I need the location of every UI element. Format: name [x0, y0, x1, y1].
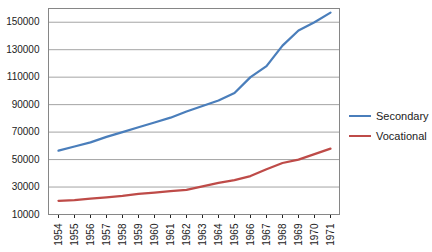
svg-text:1955: 1955	[69, 223, 80, 246]
svg-text:1956: 1956	[85, 223, 96, 246]
svg-text:1963: 1963	[197, 223, 208, 246]
svg-text:1971: 1971	[325, 223, 336, 246]
svg-text:1961: 1961	[165, 223, 176, 246]
svg-text:1962: 1962	[181, 223, 192, 246]
svg-text:1969: 1969	[293, 223, 304, 246]
svg-text:10000: 10000	[12, 209, 40, 220]
svg-text:130000: 130000	[6, 44, 40, 55]
svg-text:1959: 1959	[133, 223, 144, 246]
html-text:Vocational: Vocational	[376, 130, 427, 142]
svg-text:1970: 1970	[309, 223, 320, 246]
svg-text:90000: 90000	[12, 99, 40, 110]
svg-text:1957: 1957	[101, 223, 112, 246]
svg-text:30000: 30000	[12, 181, 40, 192]
svg-text:1954: 1954	[53, 223, 64, 246]
svg-text:110000: 110000	[7, 71, 40, 82]
svg-text:1965: 1965	[229, 223, 240, 246]
svg-text:1966: 1966	[245, 223, 256, 246]
svg-text:1967: 1967	[261, 223, 272, 246]
svg-text:150000: 150000	[6, 16, 40, 27]
svg-text:1964: 1964	[213, 223, 224, 246]
svg-text:1958: 1958	[117, 223, 128, 246]
svg-text:50000: 50000	[12, 154, 40, 165]
svg-text:70000: 70000	[12, 126, 40, 137]
svg-text:1960: 1960	[149, 223, 160, 246]
svg-text:1968: 1968	[277, 223, 288, 246]
html-text:Secondary: Secondary	[376, 110, 429, 122]
